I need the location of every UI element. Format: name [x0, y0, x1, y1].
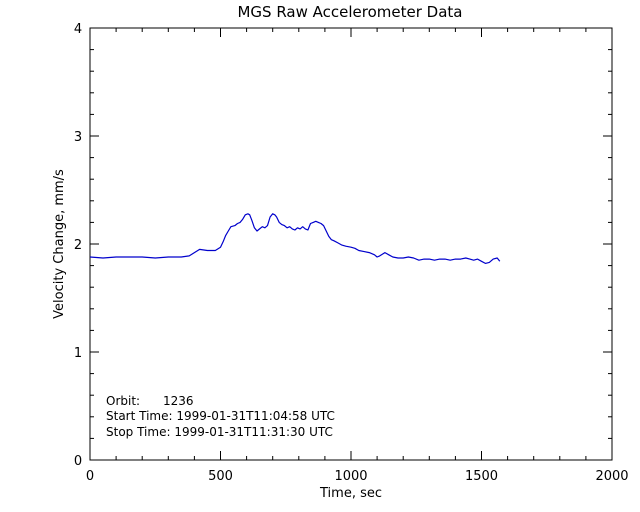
x-tick-label: 1500 — [465, 469, 498, 484]
axis-ticks — [89, 27, 613, 461]
start-time-label: Start Time: 1999-01-31T11:04:58 UTC — [106, 409, 335, 423]
orbit-info: Orbit: 1236 Start Time: 1999-01-31T11:04… — [106, 394, 335, 439]
series-group — [89, 213, 501, 264]
velocity-series-line — [89, 213, 501, 264]
orbit-label: Orbit: 1236 — [106, 394, 194, 408]
y-tick-label: 1 — [74, 346, 82, 361]
y-tick-label: 4 — [74, 22, 82, 37]
x-tick-label: 0 — [86, 469, 94, 484]
chart-title: MGS Raw Accelerometer Data — [237, 3, 462, 21]
x-tick-label: 500 — [208, 469, 233, 484]
y-tick-label: 2 — [74, 238, 82, 253]
y-axis-title: Velocity Change, mm/s — [52, 169, 67, 319]
stop-time-label: Stop Time: 1999-01-31T11:31:30 UTC — [106, 425, 333, 439]
x-axis-title: Time, sec — [319, 486, 382, 501]
x-tick-label: 2000 — [595, 469, 628, 484]
tick-labels: 0 500 1000 1500 2000 0 1 2 3 4 — [74, 22, 629, 484]
y-tick-label: 0 — [74, 454, 82, 469]
y-tick-label: 3 — [74, 130, 82, 145]
x-tick-label: 1000 — [334, 469, 367, 484]
